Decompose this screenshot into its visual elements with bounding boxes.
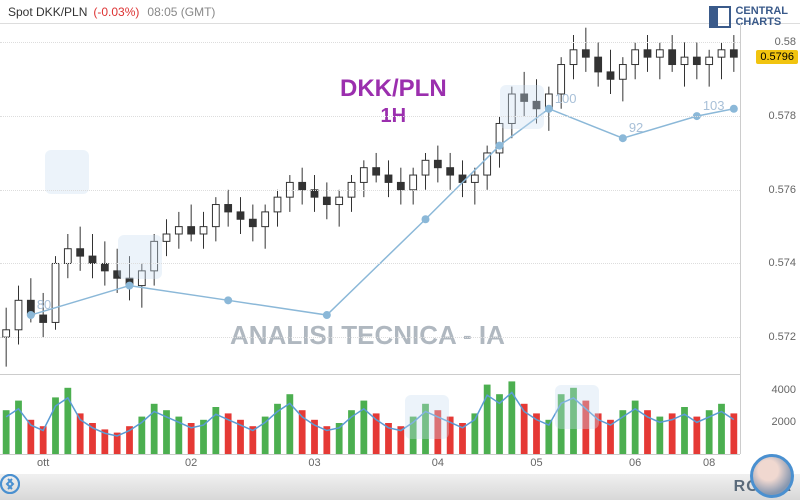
- y-tick: 0.58: [775, 36, 796, 48]
- nav-next-button[interactable]: [32, 474, 64, 500]
- volume-y-axis: 2000 4000: [740, 374, 800, 454]
- y-tick: 0.572: [768, 331, 796, 343]
- volume-y-tick: 4000: [772, 384, 796, 396]
- bottom-bar: ROMIA: [0, 474, 800, 500]
- price-chart-svg: [0, 24, 740, 374]
- y-tick: 0.578: [768, 110, 796, 122]
- x-tick: 05: [530, 457, 542, 469]
- x-tick: 08: [703, 457, 715, 469]
- price-chart[interactable]: [0, 24, 740, 374]
- chart-header: Spot DKK/PLN (-0.03%) 08:05 (GMT): [0, 0, 800, 24]
- x-tick: 06: [629, 457, 641, 469]
- x-axis: ott 02 03 04 05 06 08: [0, 454, 740, 474]
- price-y-axis: 0.572 0.574 0.576 0.578 0.58 0.5796: [740, 24, 800, 374]
- y-tick: 0.574: [768, 257, 796, 269]
- x-tick: 03: [308, 457, 320, 469]
- current-price-tag: 0.5796: [756, 50, 798, 64]
- x-tick: ott: [37, 457, 49, 469]
- volume-y-tick: 2000: [772, 416, 796, 428]
- volume-chart-svg: [0, 375, 740, 455]
- avatar-icon[interactable]: [750, 454, 794, 498]
- volume-chart[interactable]: [0, 374, 740, 454]
- x-tick: 02: [185, 457, 197, 469]
- change-label: (-0.03%): [93, 5, 139, 19]
- instrument-label: Spot DKK/PLN: [8, 5, 87, 19]
- x-tick: 04: [432, 457, 444, 469]
- y-tick: 0.576: [768, 184, 796, 196]
- time-label: 08:05 (GMT): [147, 5, 215, 19]
